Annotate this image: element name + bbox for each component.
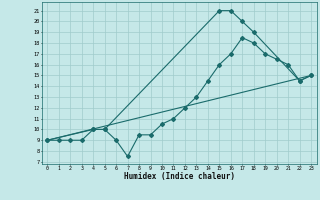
X-axis label: Humidex (Indice chaleur): Humidex (Indice chaleur) <box>124 172 235 181</box>
